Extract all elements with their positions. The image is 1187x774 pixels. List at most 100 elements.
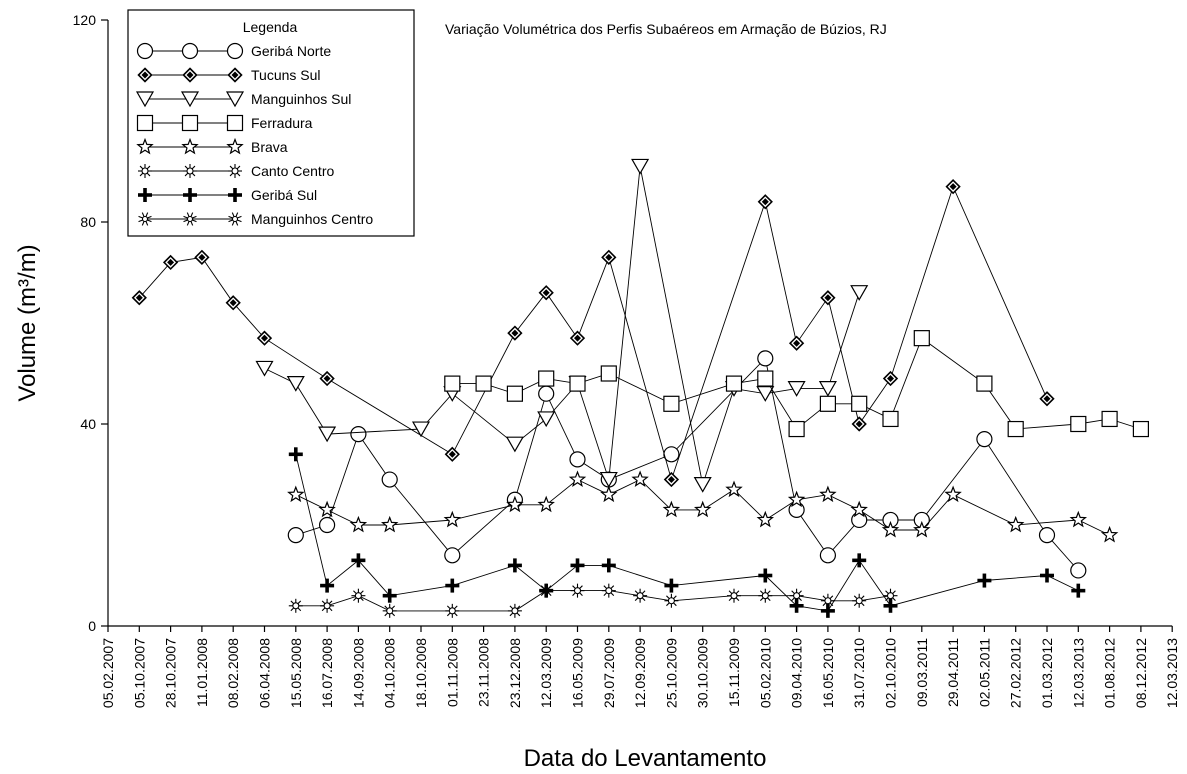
data-point [382,588,397,603]
data-point [601,583,616,598]
data-point [182,67,198,83]
data-point [600,485,618,503]
series-line [264,166,860,487]
data-point [883,598,898,613]
data-point [757,194,773,210]
data-point [977,573,992,588]
data-point [569,375,586,392]
data-point [820,290,836,306]
data-point [131,290,147,306]
data-point [138,188,152,202]
data-point [411,421,431,438]
data-point [351,588,366,603]
data-point [444,547,461,564]
data-point [180,91,200,108]
data-point [789,588,804,603]
x-tick-label: 30.10.2009 [695,638,711,708]
data-point [693,500,712,518]
x-tick-label: 11.01.2008 [194,638,210,707]
data-point [137,67,153,83]
data-point [820,603,835,618]
data-point [819,395,837,412]
legend-title: Legenda [243,19,298,35]
x-tick-label: 15.05.2008 [288,638,304,708]
data-point [756,510,775,528]
series-0 [287,350,1087,579]
data-point [1070,415,1087,433]
data-point [913,330,930,347]
data-point [976,375,993,392]
x-tick-label: 12.03.2013 [1070,638,1086,708]
data-point [227,67,243,83]
series-line [295,357,1079,571]
x-tick-label: 28.10.2007 [163,638,179,708]
data-point [881,520,900,538]
data-point [138,164,152,178]
data-point [1039,391,1055,407]
data-point [183,188,197,202]
data-point [788,335,805,351]
data-point [600,365,617,382]
data-point [318,500,336,518]
data-point [1132,420,1150,438]
data-point [852,553,867,568]
x-tick-label: 01.03.2012 [1039,638,1055,708]
legend-label: Tucuns Sul [251,67,321,83]
data-point [319,370,335,387]
data-point [349,515,368,533]
x-tick-label: 12.09.2009 [632,638,648,708]
y-tick-label: 80 [80,214,96,230]
data-point [569,451,586,468]
data-point [945,179,961,195]
data-point [320,578,335,593]
legend-item: Geribá Sul [138,187,317,203]
chart-title: Variação Volumétrica dos Perfis Subaéreo… [445,21,887,37]
data-point [599,471,618,488]
data-point [788,501,805,518]
legend-item: Manguinhos Centro [138,211,373,227]
x-tick-label: 25.10.2009 [663,638,679,708]
data-point [1071,583,1086,598]
data-point [225,295,241,311]
data-point [475,375,492,392]
legend-item: Tucuns Sul [137,67,321,83]
legend-item: Brava [136,137,288,155]
x-tick-label: 04.10.2008 [382,638,398,708]
data-point [135,91,155,108]
data-point [181,137,199,155]
series-1 [131,179,1055,488]
series-3 [444,330,1150,438]
data-point [851,395,868,412]
data-point [287,485,305,503]
data-point [601,558,616,573]
data-point [570,583,585,598]
data-point [663,471,680,488]
data-point [757,370,774,387]
data-point [852,593,867,608]
data-point [286,376,305,392]
data-point [350,426,367,443]
data-point [444,446,460,462]
data-point [1007,420,1024,438]
data-point [727,588,741,603]
x-tick-label: 01.11.2008 [444,638,460,707]
x-tick-label: 12.03.2009 [538,638,554,708]
data-point [538,285,554,301]
data-point [787,381,806,397]
data-point [851,416,867,432]
series-4 [287,470,1119,543]
x-tick-label: 23.11.2008 [476,638,492,707]
data-point [664,593,679,608]
data-point [228,188,242,202]
data-point [850,285,869,301]
data-point [506,385,523,402]
data-point [351,553,366,568]
data-point [445,578,460,593]
x-tick-label: 05.10.2007 [131,638,147,708]
data-point [1100,525,1119,543]
data-point [226,137,244,155]
x-tick-label: 18.10.2008 [413,638,429,708]
series-5 [288,583,898,618]
data-point [1069,510,1088,528]
